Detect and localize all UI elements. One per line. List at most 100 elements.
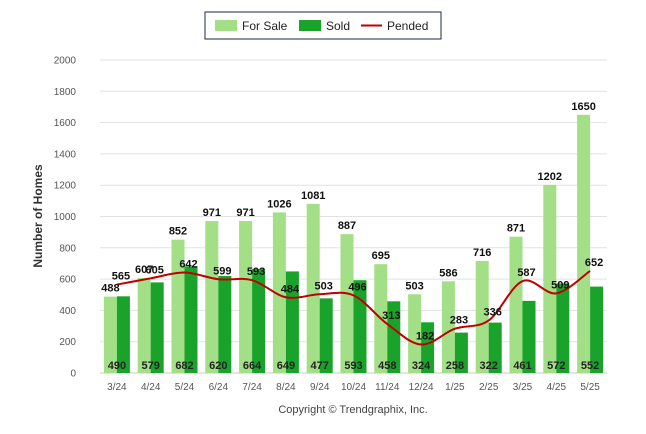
y-tick-label: 1800 (54, 87, 77, 98)
bar-sold (184, 266, 198, 373)
label-for-sale: 971 (203, 207, 221, 219)
bar-sold (319, 298, 333, 373)
label-for-sale: 887 (338, 220, 356, 232)
label-sold: 258 (446, 360, 464, 372)
y-axis-ticks: 0 200 400 600 800 1000 1200 1400 1600 1800 2000 (54, 56, 77, 380)
label-sold: 322 (480, 360, 498, 372)
label-for-sale: 695 (372, 250, 390, 262)
x-tick-label: 4/25 (547, 382, 567, 393)
label-pended: 484 (281, 283, 300, 295)
y-tick-label: 1200 (54, 181, 77, 192)
bar-sold (252, 269, 266, 373)
y-tick-label: 0 (70, 369, 76, 380)
legend-label-for-sale: For Sale (242, 19, 288, 33)
label-for-sale: 488 (101, 283, 119, 295)
label-for-sale: 1202 (538, 171, 562, 183)
label-for-sale: 503 (405, 280, 423, 292)
x-tick-label: 2/25 (479, 382, 499, 393)
label-sold: 477 (311, 360, 329, 372)
bar-sold (353, 280, 367, 373)
label-sold: 490 (108, 360, 126, 372)
bar-sold (454, 332, 468, 373)
bar-sold (116, 296, 130, 373)
label-pended: 313 (382, 310, 400, 322)
x-tick-label: 12/24 (409, 382, 434, 393)
y-tick-label: 600 (59, 275, 76, 286)
label-for-sale: 716 (473, 247, 491, 259)
label-pended: 503 (315, 280, 333, 292)
y-tick-label: 1600 (54, 118, 77, 129)
label-pended: 509 (551, 279, 569, 291)
pended-line (116, 270, 591, 346)
y-tick-label: 1400 (54, 149, 77, 160)
label-for-sale: 1081 (301, 190, 325, 202)
label-pended: 642 (179, 259, 197, 271)
label-sold: 593 (344, 360, 362, 372)
x-tick-label: 5/24 (175, 382, 195, 393)
label-pended: 587 (517, 267, 535, 279)
legend-label-sold: Sold (326, 19, 350, 33)
label-sold: 664 (243, 360, 262, 372)
bar-for-sale (137, 278, 151, 373)
label-for-sale: 607 (135, 264, 153, 276)
label-sold: 461 (513, 360, 531, 372)
label-pended: 182 (416, 331, 434, 343)
x-tick-label: 6/24 (209, 382, 229, 393)
label-sold: 324 (412, 360, 431, 372)
label-pended: 283 (450, 315, 468, 327)
y-tick-label: 2000 (54, 56, 77, 67)
x-tick-label: 3/25 (513, 382, 533, 393)
bar-sold (150, 282, 164, 373)
label-pended: 593 (247, 266, 265, 278)
y-axis-title: Number of Homes (31, 164, 45, 268)
legend-swatch-sold (299, 20, 321, 31)
x-tick-label: 4/24 (141, 382, 161, 393)
x-tick-label: 5/25 (580, 382, 600, 393)
label-sold: 572 (547, 360, 565, 372)
bar-for-sale (205, 221, 219, 373)
bar-for-sale (475, 260, 489, 373)
label-sold: 458 (378, 360, 396, 372)
bar-sold (387, 301, 401, 373)
legend-label-pended: Pended (387, 19, 428, 33)
label-for-sale: 852 (169, 226, 187, 238)
label-for-sale: 971 (236, 207, 254, 219)
x-tick-label: 8/24 (276, 382, 296, 393)
legend: For Sale Sold Pended (204, 11, 442, 40)
bar-for-sale (272, 212, 286, 373)
label-sold: 579 (142, 360, 160, 372)
bar-sold (218, 275, 232, 373)
x-tick-label: 3/24 (107, 382, 127, 393)
bar-sold (556, 283, 570, 373)
x-tick-label: 10/24 (341, 382, 366, 393)
label-sold: 682 (175, 360, 193, 372)
label-pended: 599 (213, 265, 231, 277)
x-tick-label: 7/24 (242, 382, 262, 393)
bar-sold (421, 322, 435, 373)
bar-for-sale (239, 221, 253, 373)
bar-for-sale (340, 234, 354, 373)
label-sold: 552 (581, 360, 599, 372)
legend-swatch-for-sale (215, 20, 237, 31)
bar-for-sale (103, 296, 117, 373)
bar-for-sale (543, 184, 557, 373)
bar-for-sale (408, 294, 422, 373)
pended-line-path (116, 270, 591, 346)
label-pended: 565 (112, 271, 130, 283)
bar-for-sale (441, 281, 455, 373)
bar-for-sale (509, 236, 523, 373)
label-for-sale: 871 (507, 223, 525, 235)
x-tick-label: 9/24 (310, 382, 330, 393)
label-pended: 652 (585, 257, 603, 269)
bar-sold (488, 322, 502, 373)
copyright-text: Copyright © Trendgraphix, Inc. (278, 404, 427, 416)
x-tick-label: 1/25 (445, 382, 465, 393)
label-sold: 649 (277, 360, 295, 372)
y-tick-label: 400 (59, 306, 76, 317)
x-axis-ticks: 3/24 4/24 5/24 6/24 7/24 8/24 9/24 10/24 11/24 12… (107, 382, 600, 393)
label-for-sale: 1650 (571, 101, 595, 113)
bar-for-sale (577, 114, 591, 374)
label-for-sale: 586 (439, 267, 457, 279)
